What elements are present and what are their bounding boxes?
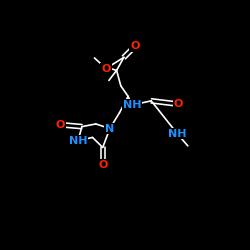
- Text: O: O: [98, 160, 108, 170]
- Text: O: O: [101, 64, 111, 74]
- Text: O: O: [56, 120, 65, 130]
- Text: NH: NH: [69, 136, 87, 146]
- Text: NH: NH: [123, 100, 141, 110]
- Text: O: O: [130, 41, 140, 51]
- Text: NH: NH: [168, 128, 186, 138]
- Text: N: N: [105, 124, 115, 134]
- Text: O: O: [174, 99, 183, 109]
